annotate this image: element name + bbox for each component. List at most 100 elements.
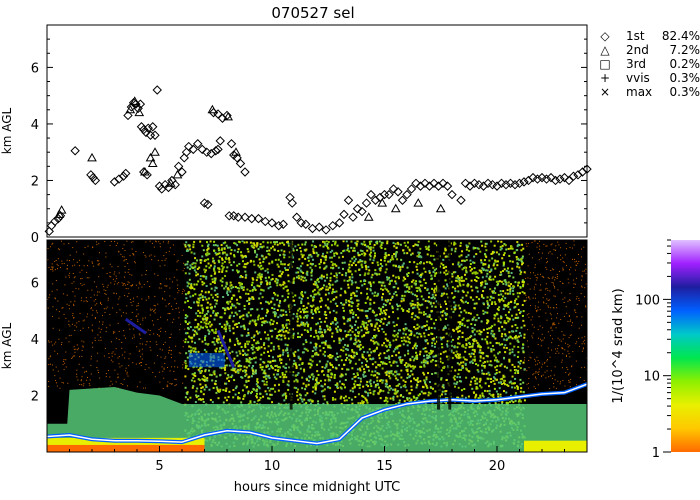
noise-speckle	[332, 288, 335, 291]
noise-speckle	[316, 284, 319, 287]
noise-speckle	[335, 296, 338, 299]
noise-speckle	[424, 402, 427, 405]
noise-speckle	[189, 248, 192, 251]
noise-speckle	[331, 290, 334, 293]
noise-speckle	[286, 349, 289, 352]
noise-speckle	[475, 363, 478, 366]
noise-speckle	[517, 281, 520, 284]
noise-speckle	[412, 367, 415, 370]
noise-speckle	[226, 292, 229, 295]
noise-speckle	[334, 323, 337, 326]
noise-speckle	[301, 400, 304, 403]
noise-speckle	[318, 263, 321, 266]
noise-speckle	[359, 260, 362, 263]
noise-speckle	[396, 390, 399, 393]
noise-speckle	[458, 307, 461, 310]
noise-speckle	[369, 379, 372, 382]
noise-speckle	[441, 336, 444, 339]
noise-speckle	[257, 386, 260, 389]
noise-speckle	[189, 336, 192, 339]
noise-speckle	[488, 363, 491, 366]
noise-speckle	[322, 284, 325, 287]
noise-speckle	[502, 282, 505, 285]
noise-speckle	[245, 380, 248, 383]
noise-speckle	[396, 241, 399, 244]
noise-speckle	[318, 293, 321, 296]
noise-speckle	[327, 241, 330, 244]
noise-speckle	[440, 378, 443, 381]
noise-speckle	[195, 274, 198, 277]
noise-speckle	[258, 297, 261, 300]
noise-speckle	[499, 245, 502, 248]
noise-speckle	[228, 390, 231, 393]
noise-speckle	[333, 252, 336, 255]
diamond-point	[568, 171, 579, 181]
noise-speckle	[354, 375, 357, 378]
noise-speckle	[433, 291, 436, 294]
noise-speckle	[212, 244, 215, 247]
diamond-point	[546, 172, 556, 183]
noise-speckle	[469, 361, 472, 364]
noise-speckle	[292, 313, 295, 316]
noise-speckle	[458, 336, 461, 339]
noise-speckle	[395, 282, 398, 285]
noise-speckle	[323, 395, 326, 398]
noise-speckle	[221, 349, 224, 352]
noise-speckle	[249, 361, 252, 364]
noise-speckle	[387, 260, 390, 263]
noise-speckle	[328, 282, 331, 285]
noise-speckle	[446, 343, 449, 346]
noise-speckle	[470, 296, 473, 299]
noise-speckle	[497, 320, 500, 323]
noise-speckle	[226, 287, 229, 290]
noise-speckle	[197, 323, 200, 326]
noise-speckle	[381, 241, 384, 244]
noise-speckle	[456, 381, 459, 384]
noise-speckle	[286, 296, 289, 299]
noise-speckle	[310, 271, 313, 274]
noise-speckle	[516, 303, 519, 306]
noise-speckle	[330, 244, 333, 247]
noise-speckle	[457, 321, 460, 324]
noise-speckle	[391, 256, 394, 259]
noise-speckle	[404, 290, 407, 293]
noise-speckle	[199, 296, 202, 299]
noise-speckle	[325, 317, 328, 320]
noise-speckle	[326, 245, 329, 248]
noise-speckle	[286, 351, 289, 354]
noise-speckle	[275, 377, 278, 380]
noise-speckle	[445, 332, 448, 335]
noise-speckle	[198, 379, 201, 382]
noise-speckle	[422, 262, 425, 265]
noise-speckle	[204, 379, 207, 382]
noise-speckle	[415, 243, 418, 246]
noise-speckle	[193, 269, 196, 272]
noise-speckle	[209, 325, 212, 328]
noise-speckle	[365, 321, 368, 324]
noise-speckle	[377, 318, 380, 321]
noise-speckle	[228, 352, 231, 355]
noise-speckle	[395, 377, 398, 380]
noise-speckle	[503, 243, 506, 246]
noise-speckle	[317, 373, 320, 376]
noise-speckle	[312, 378, 315, 381]
diamond-point	[292, 212, 302, 222]
noise-speckle	[505, 322, 508, 325]
noise-speckle	[461, 323, 464, 326]
noise-speckle	[473, 376, 476, 379]
legend-marker-square: □	[599, 57, 610, 71]
noise-speckle	[428, 355, 431, 358]
noise-speckle	[452, 310, 455, 313]
noise-speckle	[388, 361, 391, 364]
noise-speckle	[324, 343, 327, 346]
noise-speckle	[336, 385, 339, 388]
noise-speckle	[426, 362, 429, 365]
noise-speckle	[450, 308, 453, 311]
noise-speckle	[455, 383, 458, 386]
noise-speckle	[256, 308, 259, 311]
noise-speckle	[339, 397, 342, 400]
noise-speckle	[249, 400, 252, 403]
noise-speckle	[416, 255, 419, 258]
noise-speckle	[213, 373, 216, 376]
noise-speckle	[375, 241, 378, 244]
